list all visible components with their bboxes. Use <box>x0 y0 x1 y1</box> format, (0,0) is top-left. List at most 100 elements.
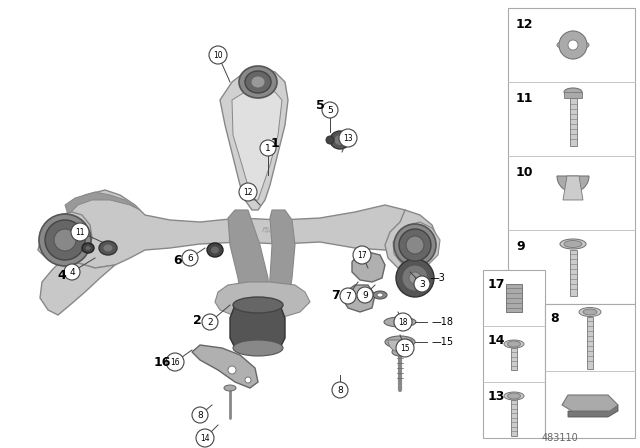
Ellipse shape <box>396 259 434 297</box>
Text: 6: 6 <box>173 254 182 267</box>
Ellipse shape <box>85 246 91 250</box>
Bar <box>511 400 517 436</box>
Text: 10: 10 <box>213 51 223 60</box>
Polygon shape <box>192 345 258 388</box>
Ellipse shape <box>564 241 582 247</box>
Polygon shape <box>62 190 425 268</box>
Ellipse shape <box>224 385 236 391</box>
Ellipse shape <box>406 236 424 254</box>
Polygon shape <box>561 38 573 52</box>
Text: 5: 5 <box>316 99 324 112</box>
Text: 9: 9 <box>516 240 525 253</box>
Text: 3: 3 <box>419 280 425 289</box>
Ellipse shape <box>99 241 117 255</box>
Ellipse shape <box>568 40 578 50</box>
Circle shape <box>414 276 430 292</box>
Ellipse shape <box>385 336 415 348</box>
Ellipse shape <box>579 307 601 316</box>
Text: 10: 10 <box>516 166 534 179</box>
Wedge shape <box>557 176 589 192</box>
Polygon shape <box>563 176 583 200</box>
Text: 1: 1 <box>265 143 271 152</box>
Text: 9: 9 <box>362 290 368 300</box>
Ellipse shape <box>557 40 589 50</box>
Circle shape <box>64 264 80 280</box>
Circle shape <box>332 382 348 398</box>
Polygon shape <box>561 31 573 45</box>
Circle shape <box>394 313 412 331</box>
Circle shape <box>196 429 214 447</box>
Polygon shape <box>38 212 92 265</box>
Text: 5: 5 <box>327 105 333 115</box>
Circle shape <box>357 287 373 303</box>
Text: 8: 8 <box>550 312 559 325</box>
Ellipse shape <box>399 229 431 261</box>
Ellipse shape <box>373 291 387 299</box>
Text: 7: 7 <box>332 289 340 302</box>
Text: 15: 15 <box>400 344 410 353</box>
Ellipse shape <box>377 293 383 297</box>
Bar <box>564 92 582 98</box>
Text: 18: 18 <box>398 318 408 327</box>
Polygon shape <box>40 222 115 315</box>
Bar <box>545 304 635 438</box>
Polygon shape <box>385 210 438 270</box>
Polygon shape <box>573 31 585 45</box>
Ellipse shape <box>504 340 524 348</box>
Ellipse shape <box>326 136 334 144</box>
Ellipse shape <box>384 317 416 327</box>
Ellipse shape <box>409 272 421 284</box>
Wedge shape <box>388 340 412 352</box>
Ellipse shape <box>334 134 346 146</box>
Text: 14: 14 <box>200 434 210 443</box>
Polygon shape <box>393 222 440 268</box>
Text: 13: 13 <box>488 390 506 403</box>
Bar <box>511 348 517 370</box>
Bar <box>483 270 545 438</box>
Text: —15: —15 <box>432 337 454 347</box>
Polygon shape <box>573 38 585 52</box>
Text: 483110: 483110 <box>541 433 579 443</box>
Ellipse shape <box>402 265 428 291</box>
Polygon shape <box>215 282 310 322</box>
Text: 14: 14 <box>488 334 506 347</box>
Bar <box>506 284 522 312</box>
Ellipse shape <box>508 393 520 399</box>
Bar <box>570 250 577 296</box>
Text: 8: 8 <box>337 385 343 395</box>
Circle shape <box>71 223 89 241</box>
Circle shape <box>353 246 371 264</box>
Text: 8: 8 <box>197 410 203 419</box>
Text: 16: 16 <box>170 358 180 366</box>
Text: 17: 17 <box>488 278 506 291</box>
Text: 4: 4 <box>58 268 67 281</box>
Ellipse shape <box>233 340 283 356</box>
Ellipse shape <box>392 348 408 356</box>
Circle shape <box>182 250 198 266</box>
Circle shape <box>339 129 357 147</box>
Circle shape <box>322 102 338 118</box>
Ellipse shape <box>583 309 597 315</box>
Circle shape <box>209 46 227 64</box>
Polygon shape <box>230 302 285 352</box>
Text: 6: 6 <box>187 254 193 263</box>
Ellipse shape <box>560 239 586 249</box>
Polygon shape <box>228 210 270 318</box>
Ellipse shape <box>103 244 113 252</box>
Circle shape <box>166 353 184 371</box>
Polygon shape <box>65 192 140 215</box>
Ellipse shape <box>211 246 220 254</box>
Ellipse shape <box>394 224 436 266</box>
Ellipse shape <box>228 366 236 374</box>
Polygon shape <box>561 45 573 59</box>
Ellipse shape <box>330 131 350 149</box>
Ellipse shape <box>82 243 94 253</box>
Text: —18: —18 <box>432 317 454 327</box>
Text: 12: 12 <box>516 18 534 31</box>
Ellipse shape <box>504 392 524 400</box>
Text: 2: 2 <box>193 314 202 327</box>
Ellipse shape <box>207 243 223 257</box>
Ellipse shape <box>251 76 265 88</box>
Text: 17: 17 <box>357 250 367 259</box>
Bar <box>587 317 593 369</box>
